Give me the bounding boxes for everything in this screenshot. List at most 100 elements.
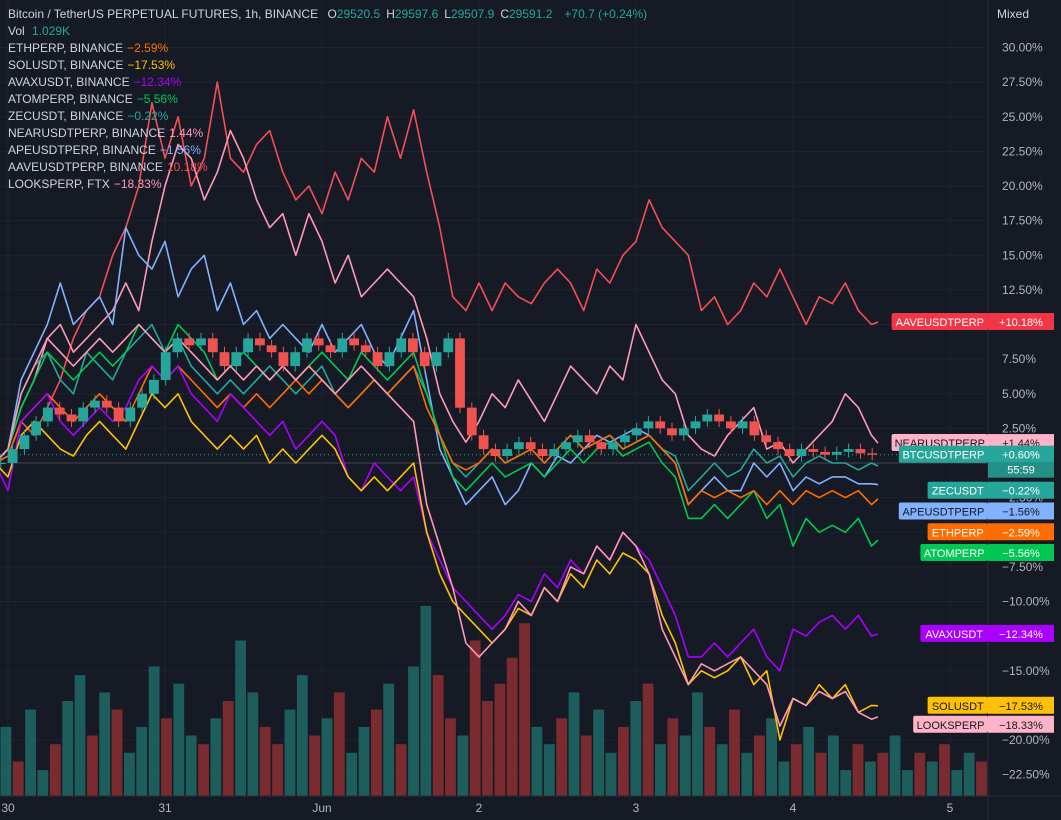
candle-body [419,352,430,367]
candle-body [631,428,642,436]
candle-body [608,442,618,450]
legend-item[interactable]: ATOMPERP, BINANCE −5.56% [8,91,647,108]
x-tick-label: 31 [158,801,172,815]
candle-body [149,379,159,394]
volume-bar [926,761,938,796]
candle-body [855,449,866,454]
price-tag-btcusdtperp[interactable]: BTCUSDTPERP +0.60% 55:59 [898,445,1054,478]
series-line-ethperp [0,365,879,506]
volume-bar [358,726,370,796]
price-tag-ethperp[interactable]: ETHPERP −2.59% [927,523,1054,541]
volume-bar [976,761,987,796]
volume-bar [309,735,321,796]
candle-body [773,442,783,450]
candle-body [537,449,548,456]
volume-bar [877,752,889,796]
candle-body [278,352,289,367]
legend-item[interactable]: ETHPERP, BINANCE −2.59% [8,40,647,57]
price-tag-value-bg [988,313,1054,331]
candle-body [525,442,536,450]
volume-bar [840,770,852,796]
price-tag-aaveusdtperp[interactable]: AAVEUSDTPERP +10.18% [891,313,1054,331]
candle-body [43,407,53,422]
volume-bar [185,735,197,796]
candle-body [184,338,195,346]
price-tag-looksperp[interactable]: LOOKSPERP −18.33% [913,715,1054,733]
volume-row[interactable]: Vol 1.029K [8,23,647,40]
grid [0,0,988,796]
y-tick-label: −20.00% [1002,733,1050,747]
legend-item[interactable]: APEUSDTPERP, BINANCE −1.56% [8,142,647,159]
candle-body [466,407,477,436]
legend-item[interactable]: AVAXUSDT, BINANCE −12.34% [8,74,647,91]
scale-mode-button[interactable]: Mixed [997,7,1030,21]
volume-bar [124,752,135,796]
candle-body [702,414,713,422]
candle-body [302,338,312,353]
price-tag-name-bg [898,502,988,520]
candle-body [561,442,571,450]
candle-body [549,449,560,456]
candle-body [808,449,819,452]
volume-bar [296,675,308,796]
volume-bar [741,752,753,796]
legend-item-label: AAVEUSDTPERP, BINANCE [8,160,163,174]
price-tag-value: −12.34% [999,629,1043,641]
volume-bar [506,657,518,796]
volume-bar [692,692,703,796]
price-tag-name-bg [913,715,988,733]
volume-bar [803,726,815,796]
candle-body [584,435,595,443]
time-axis[interactable]: 30 31 Jun 2 3 4 5 [1,801,953,815]
candle-body [325,345,336,353]
volume-bar [679,735,691,796]
candle-body [749,421,760,436]
symbol-title[interactable]: Bitcoin / TetherUS PERPETUAL FUTURES, 1h… [8,7,319,21]
symbol-header[interactable]: Bitcoin / TetherUS PERPETUAL FUTURES, 1h… [8,6,647,23]
legend-item-label: ATOMPERP, BINANCE [8,92,133,106]
candle-body [360,345,371,353]
candle-body [7,449,18,463]
candle-body [337,338,348,353]
legend-item[interactable]: LOOKSPERP, FTX −18.33% [8,176,647,193]
volume-bar [827,735,839,796]
volume-bar [605,752,617,796]
price-tag-avaxusdt[interactable]: AVAXUSDT −12.34% [920,624,1054,642]
volume-bar [383,683,395,796]
candle-body [455,338,465,408]
price-tag-apeusdtperp[interactable]: APEUSDTPERP −1.56% [898,502,1054,520]
volume-bar [432,675,444,796]
volume-bar [889,735,901,796]
volume-bar [556,718,568,796]
legend-item-label: NEARUSDTPERP, BINANCE [8,126,166,140]
legend-item[interactable]: ZECUSDT, BINANCE −0.22% [8,108,647,125]
volume-bar [531,726,543,796]
price-tag-solusdt[interactable]: SOLUSDT −17.53% [927,696,1054,714]
volume-bar [136,726,148,796]
y-tick-label: −7.50% [1002,560,1043,574]
volume-bar [939,744,950,796]
candle-body [207,338,218,353]
legend-item[interactable]: SOLUSDT, BINANCE −17.53% [8,57,647,74]
volume-bar [371,709,382,796]
price-tag-atomperp[interactable]: ATOMPERP −5.56% [920,544,1054,562]
volume-bar [914,752,926,796]
price-tag-name-bg [898,445,988,463]
legend-item[interactable]: NEARUSDTPERP, BINANCE 1.44% [8,125,647,142]
x-tick-label: 3 [633,801,640,815]
price-tag-zecusdt[interactable]: ZECUSDT −0.22% [927,481,1054,499]
y-tick-label: 12.50% [1002,283,1043,297]
series-line-avaxusdt [0,365,879,672]
volume-bar [790,744,802,796]
legend-item[interactable]: AAVEUSDTPERP, BINANCE 10.18% [8,159,647,176]
volume-bar [62,701,74,796]
candle-body [620,435,630,443]
legend-item-label: ZECUSDT, BINANCE [8,109,124,123]
volume-bar [865,761,876,796]
volume-bar [655,744,666,796]
volume-bar [49,744,61,796]
y-tick-label: −10.00% [1002,595,1050,609]
volume-bar [630,701,642,796]
